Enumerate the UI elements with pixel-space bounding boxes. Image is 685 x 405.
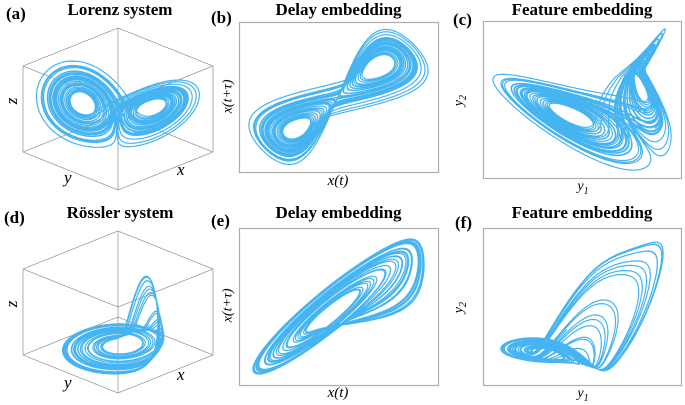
panel-label-d: (d)	[4, 208, 25, 227]
x-axis-label-c: y1	[577, 179, 589, 197]
y-axis-label-f: y2	[451, 302, 470, 314]
attractor-curve-d	[62, 275, 165, 375]
axis-label-z-a: z	[2, 97, 22, 105]
axis-label-y-a: y	[64, 168, 72, 187]
y-axis-label-c: y2	[451, 95, 470, 107]
x-axis-label-e: x(t)	[327, 385, 349, 401]
cube-box-d	[22, 230, 214, 394]
y-axis-label-e: x(t+τ)	[220, 288, 236, 323]
panel-label-e: (e)	[211, 211, 230, 230]
panel-title-e: Delay embedding	[275, 203, 402, 222]
plot-frame-b	[238, 21, 440, 174]
plot-frame-c	[482, 20, 683, 180]
y-axis-label-b: x(t+τ)	[220, 79, 236, 114]
attractor-curve-f	[500, 241, 664, 372]
attractor-curve-b	[248, 28, 429, 166]
panel-title-b: Delay embedding	[275, 0, 402, 19]
panel-label-f: (f)	[455, 213, 472, 232]
x-axis-label-b: x(t)	[327, 173, 349, 189]
axis-label-x-d: x	[177, 365, 185, 384]
panel-label-a: (a)	[6, 4, 26, 23]
panel-label-c: (c)	[453, 10, 472, 29]
panel-title-d: Rössler system	[66, 203, 174, 222]
attractor-curve-a	[35, 60, 200, 148]
attractor-curve-e	[252, 238, 425, 375]
plot-frame-e	[238, 227, 440, 387]
plot-frame-f	[482, 227, 683, 387]
x-axis-label-f: y1	[577, 386, 589, 404]
attractor-curve-c	[492, 28, 672, 171]
axis-label-x-a: x	[177, 160, 185, 179]
panel-label-b: (b)	[211, 8, 232, 27]
panel-title-c: Feature embedding	[511, 0, 653, 19]
axis-label-y-d: y	[64, 373, 72, 392]
panel-title-f: Feature embedding	[511, 203, 653, 222]
panel-title-a: Lorenz system	[67, 0, 173, 19]
axis-label-z-d: z	[2, 300, 22, 308]
